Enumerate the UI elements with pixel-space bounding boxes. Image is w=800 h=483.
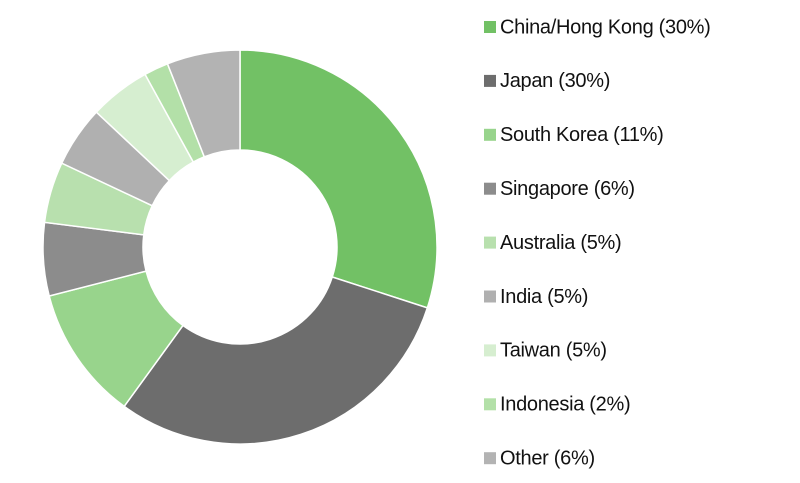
legend-swatch (484, 290, 496, 303)
legend-swatch (484, 182, 496, 195)
legend-swatch (484, 398, 496, 411)
legend-swatch (484, 236, 496, 249)
legend-swatch (484, 344, 496, 357)
legend-label: South Korea (11%) (500, 124, 664, 146)
donut-slice (239, 49, 438, 309)
legend-label: China/Hong Kong (30%) (500, 16, 711, 38)
legend-label: Japan (30%) (500, 70, 610, 92)
legend-swatch (484, 74, 496, 87)
legend-label: Taiwan (5%) (500, 340, 607, 362)
donut-slice (166, 49, 241, 158)
legend-swatch (484, 452, 496, 465)
legend-label: Indonesia (2%) (500, 394, 630, 416)
donut-slice (123, 276, 429, 445)
legend-swatch (484, 21, 496, 33)
legend-label: Other (6%) (500, 447, 595, 469)
legend-label: Australia (5%) (500, 232, 621, 254)
legend-label: India (5%) (500, 286, 588, 308)
legend-swatch (484, 128, 496, 141)
legend-label: Singapore (6%) (500, 178, 635, 200)
